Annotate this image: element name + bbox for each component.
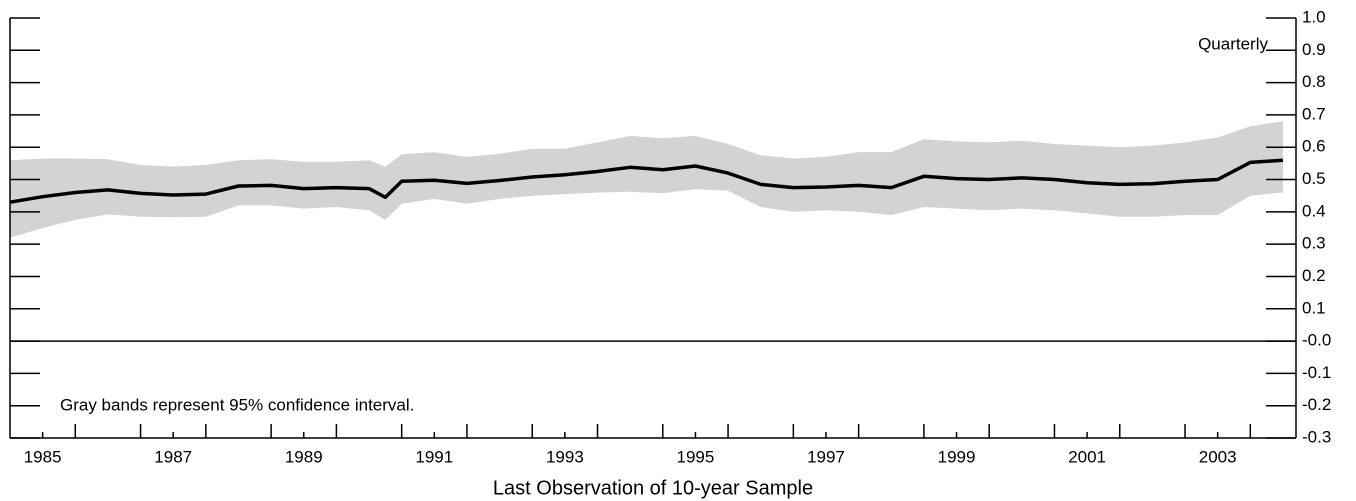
y-tick-label: 0.9 — [1302, 40, 1326, 59]
y-tick-label: 0.5 — [1302, 169, 1326, 188]
annotation: Quarterly — [1198, 34, 1268, 53]
y-tick-label: -0.2 — [1302, 395, 1331, 414]
x-tick-label: 1997 — [807, 447, 845, 466]
y-tick-label: 1.0 — [1302, 7, 1326, 26]
data-line — [9, 158, 1284, 204]
x-tick-label: 1993 — [546, 447, 584, 466]
x-tick-label: 1995 — [677, 447, 715, 466]
x-axis-label: Last Observation of 10-year Sample — [493, 477, 813, 499]
x-tick-label: 1985 — [24, 447, 62, 466]
y-tick-label: 0.6 — [1302, 137, 1326, 156]
x-tick-label: 1991 — [415, 447, 453, 466]
x-tick-label: 1987 — [154, 447, 192, 466]
y-tick-label: 0.3 — [1302, 234, 1326, 253]
y-tick-label: 0.1 — [1302, 298, 1326, 317]
y-tick-label: 0.7 — [1302, 104, 1326, 123]
y-tick-label: -0.3 — [1302, 427, 1331, 446]
x-tick-label: 1989 — [285, 447, 323, 466]
y-tick-label: 0.8 — [1302, 72, 1326, 91]
y-tick-label: -0.0 — [1302, 331, 1331, 350]
x-tick-label: 1999 — [938, 447, 976, 466]
y-tick-label: -0.1 — [1302, 363, 1331, 382]
y-tick-label: 0.4 — [1302, 201, 1326, 220]
x-tick-label: 2001 — [1068, 447, 1106, 466]
x-tick-label: 2003 — [1199, 447, 1237, 466]
y-tick-label: 0.2 — [1302, 266, 1326, 285]
confidence-band — [10, 121, 1283, 238]
note: Gray bands represent 95% confidence inte… — [60, 395, 414, 414]
